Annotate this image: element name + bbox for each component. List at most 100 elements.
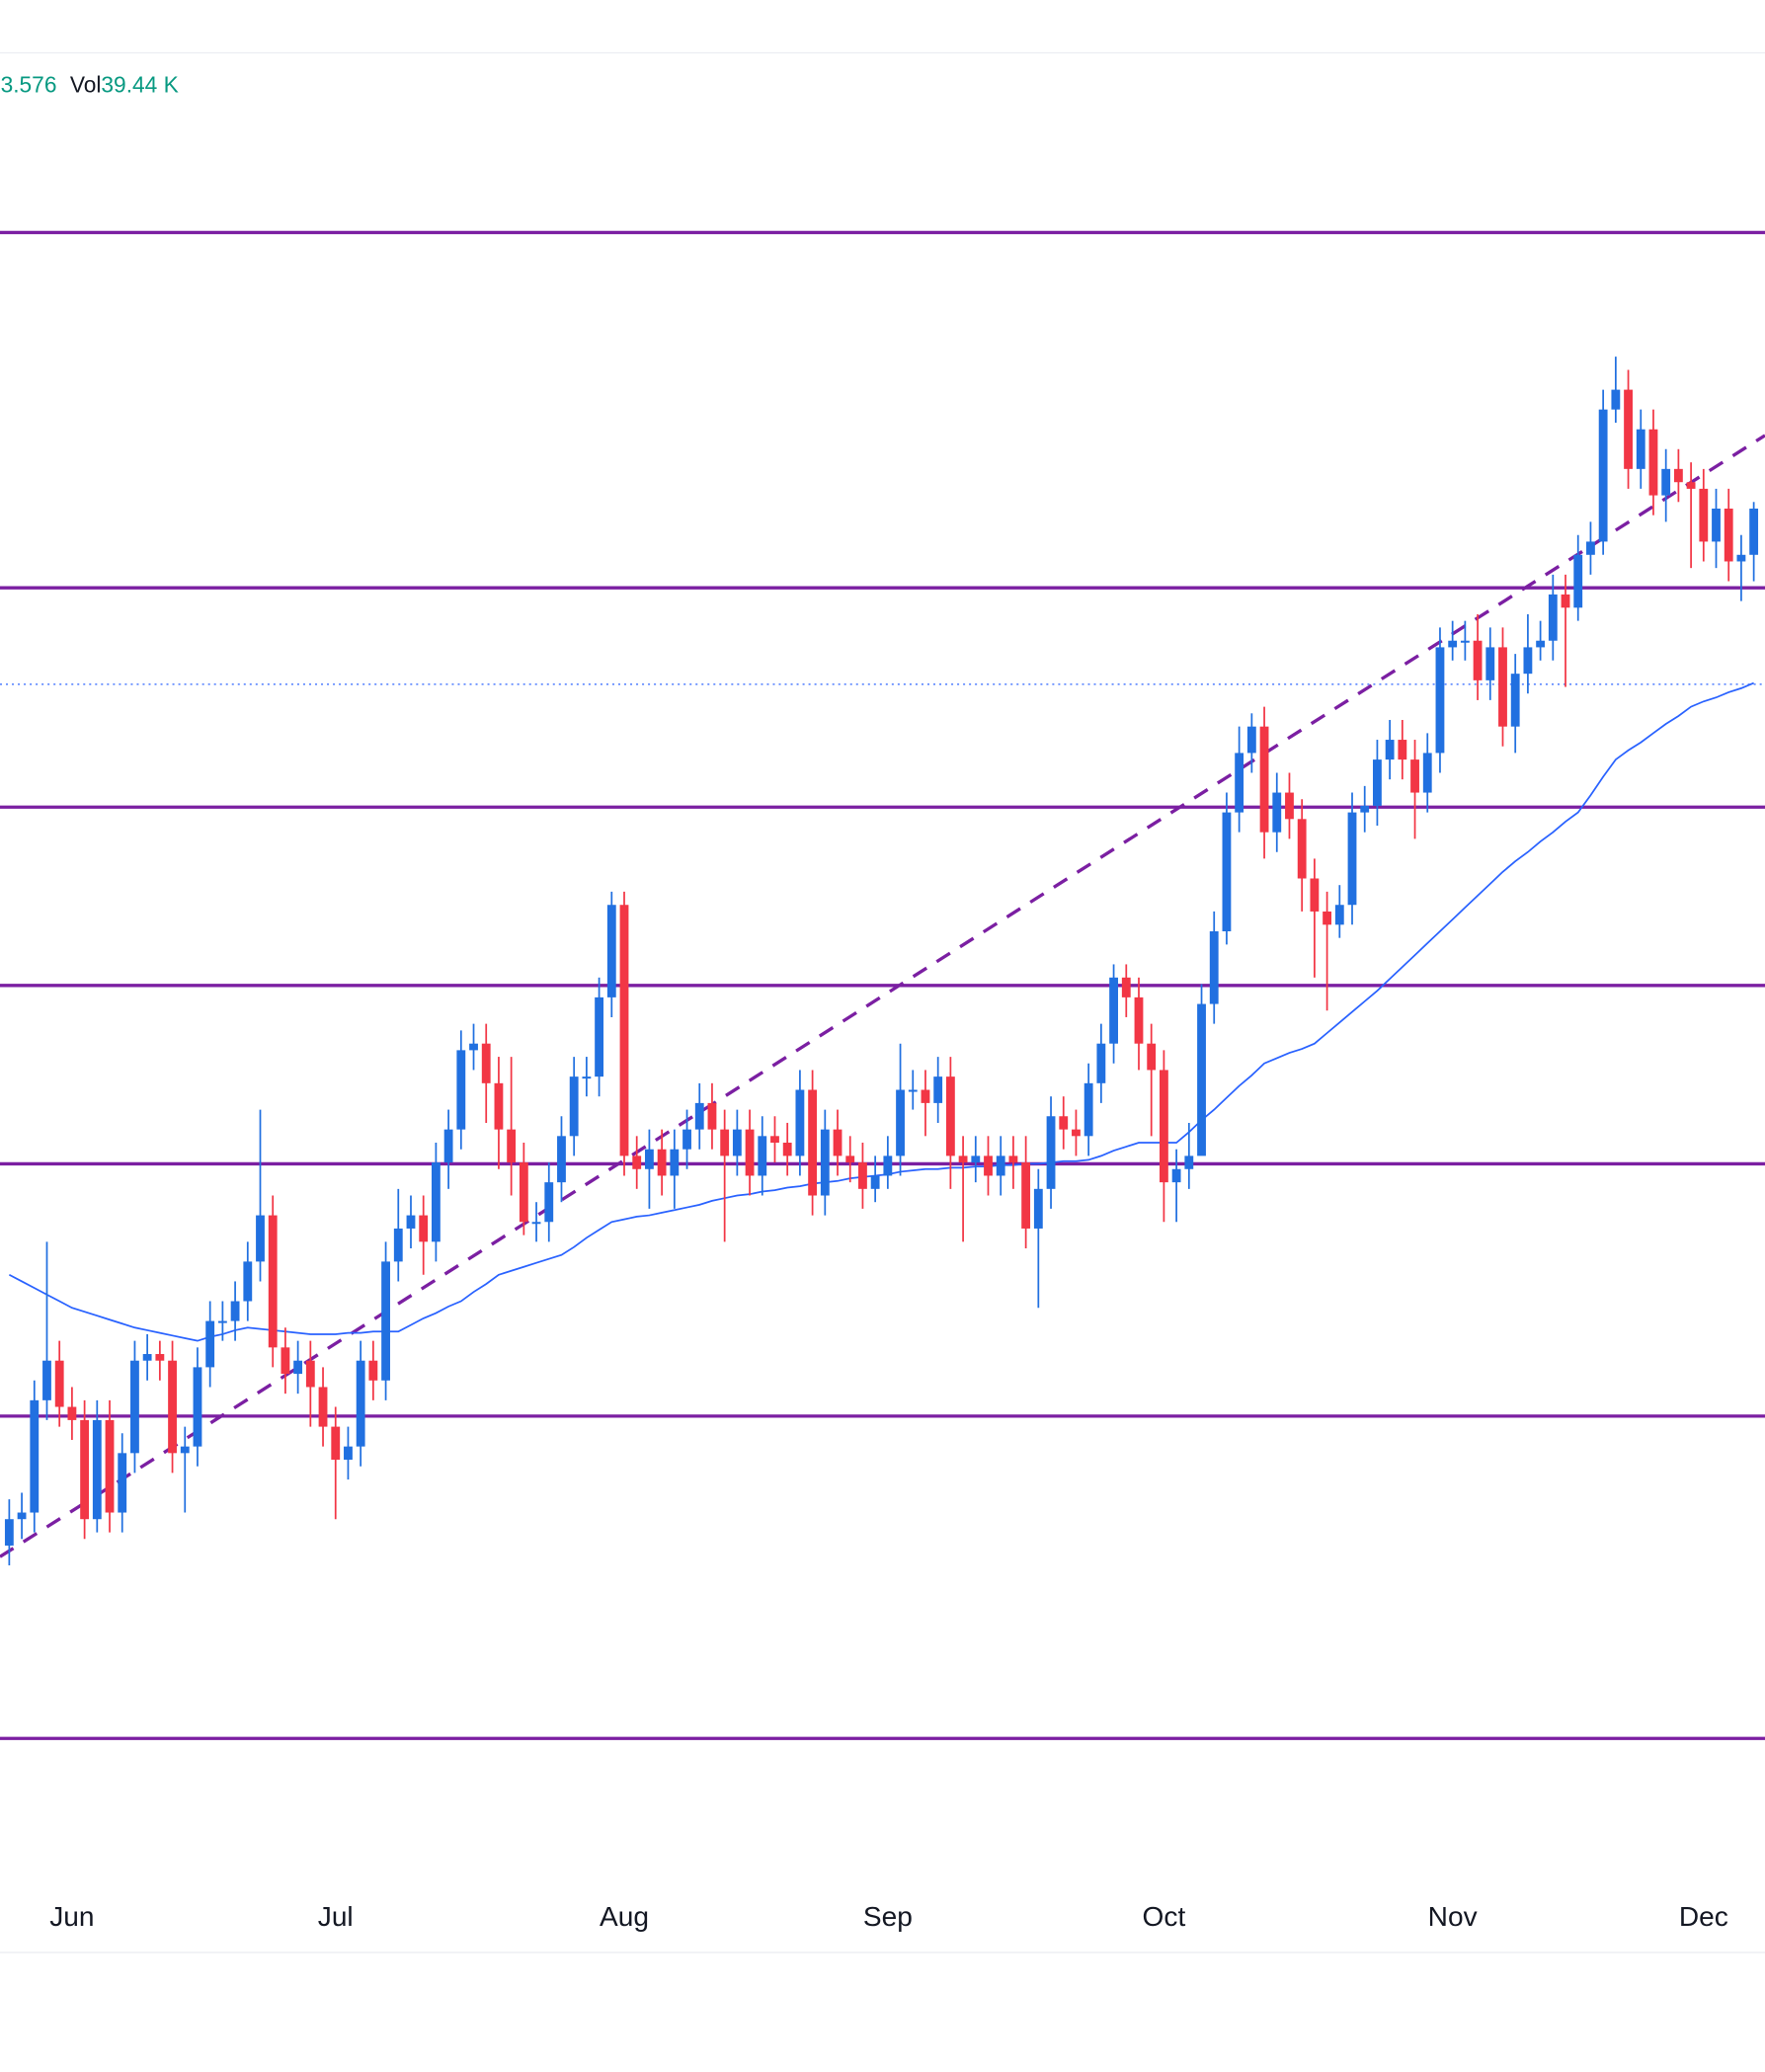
candle-body: [494, 1082, 504, 1130]
candle-body: [1209, 930, 1219, 1004]
plot-area: [0, 230, 1765, 1740]
candle-body: [1385, 740, 1395, 760]
candle-body: [1749, 508, 1759, 555]
candle-body: [896, 1089, 905, 1156]
candle-body: [544, 1182, 554, 1223]
candle-body: [268, 1215, 278, 1348]
candle-body: [67, 1406, 77, 1420]
candle-body: [180, 1446, 190, 1454]
candle-body: [1072, 1129, 1081, 1137]
candle-body: [984, 1156, 993, 1176]
candle-body: [331, 1426, 341, 1461]
candle-body: [1360, 805, 1370, 813]
candle-body: [1422, 753, 1432, 793]
volume-label: Vol: [70, 72, 102, 98]
candle-body: [1686, 482, 1696, 489]
candle-body: [368, 1360, 378, 1381]
candle-body: [1473, 640, 1483, 680]
candle-body: [1147, 1043, 1157, 1071]
candle-body: [1096, 1043, 1106, 1083]
candle-body: [745, 1129, 755, 1176]
candle-body: [1134, 996, 1144, 1044]
candle-body: [1008, 1156, 1018, 1163]
candle-body: [1310, 878, 1320, 912]
candle-body: [1485, 647, 1495, 680]
candle-body: [54, 1360, 64, 1407]
candle-body: [456, 1050, 466, 1130]
candle-body: [770, 1136, 779, 1144]
candle-body: [105, 1419, 115, 1513]
candle-body: [1410, 759, 1419, 793]
candle-body: [1624, 389, 1633, 469]
candle-body: [431, 1162, 441, 1242]
candle-body: [1297, 819, 1307, 879]
candle-body: [205, 1320, 215, 1368]
candle-body: [1648, 429, 1658, 496]
candle-body: [4, 1519, 14, 1546]
candle-body: [507, 1129, 517, 1163]
candle-body: [1598, 409, 1608, 542]
x-tick-label: Nov: [1428, 1901, 1478, 1932]
legend-values: 53.576 Vol39.44 K: [0, 72, 179, 98]
last-value: 53.576: [0, 72, 56, 98]
candle-body: [406, 1215, 416, 1229]
candle-body: [1724, 508, 1733, 562]
candle-body: [393, 1228, 403, 1262]
candle-body: [118, 1453, 127, 1513]
candle-body: [1171, 1168, 1181, 1183]
candle-body: [682, 1129, 691, 1150]
candle-body: [707, 1102, 717, 1130]
candle-body: [632, 1156, 642, 1169]
candle-body: [845, 1156, 855, 1163]
candle-body: [481, 1043, 491, 1083]
candle-body: [1184, 1156, 1194, 1169]
candle-body: [1661, 468, 1671, 496]
x-tick-label: Oct: [1143, 1901, 1186, 1932]
candle-body: [933, 1076, 943, 1103]
candle-body: [883, 1156, 893, 1176]
candle-body: [870, 1175, 880, 1189]
candle-body: [381, 1261, 390, 1381]
candle-body: [1347, 812, 1357, 906]
candle-body: [1285, 792, 1294, 820]
candle-body: [419, 1215, 429, 1242]
candle-body: [833, 1129, 842, 1156]
candle-body: [155, 1354, 165, 1361]
candle-body: [1561, 594, 1570, 608]
candle-body: [1109, 977, 1118, 1044]
candle-body: [531, 1222, 541, 1225]
candle-body: [971, 1156, 981, 1163]
candle-body: [1197, 1003, 1206, 1156]
candle-body: [606, 905, 616, 997]
candle-body: [1059, 1116, 1069, 1130]
candle-body: [1246, 726, 1256, 754]
candle-body: [1510, 674, 1520, 727]
candle-body: [645, 1149, 654, 1169]
candle-body: [305, 1360, 315, 1388]
candle-body: [92, 1419, 102, 1520]
candle-body: [795, 1089, 805, 1156]
candle-body: [858, 1162, 867, 1189]
candle-body: [1033, 1188, 1043, 1229]
candle-body: [820, 1129, 830, 1196]
candle-body: [1398, 740, 1407, 760]
candle-body: [1334, 905, 1344, 925]
candle-body: [782, 1143, 792, 1156]
candle-body: [168, 1360, 177, 1454]
candle-body: [281, 1347, 290, 1375]
candle-body: [670, 1149, 680, 1176]
candle-body: [356, 1360, 365, 1447]
x-tick-label: Jun: [49, 1901, 94, 1932]
candle-body: [1636, 429, 1645, 469]
candle-body: [1448, 640, 1458, 648]
candle-body: [293, 1360, 303, 1375]
candle-body: [1083, 1082, 1093, 1137]
candle-body: [1736, 554, 1746, 562]
candle-body: [1373, 759, 1382, 806]
candle-body: [595, 996, 604, 1077]
candle-body: [469, 1043, 478, 1051]
candle-body: [557, 1136, 566, 1183]
candle-body: [1673, 468, 1683, 483]
candle-body: [80, 1419, 90, 1520]
